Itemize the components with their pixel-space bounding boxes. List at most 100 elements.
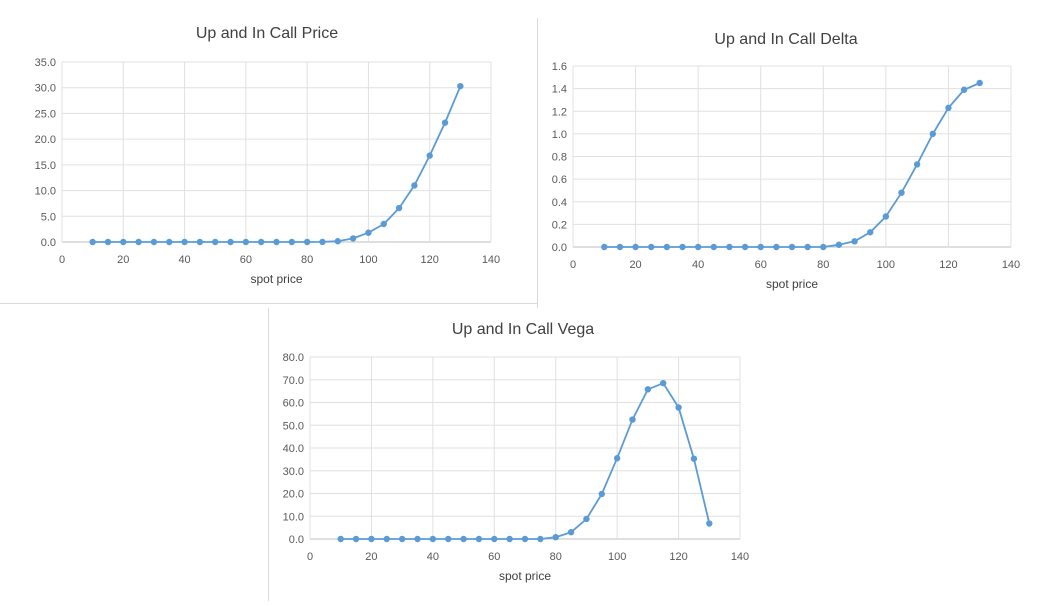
y-tick-label: 35.0 [35, 57, 56, 69]
y-tick-label: 70.0 [283, 375, 304, 387]
data-point [675, 404, 682, 411]
data-point [583, 515, 590, 523]
y-tick-label: 1.2 [552, 106, 567, 118]
data-point [601, 243, 608, 251]
data-point [648, 243, 655, 251]
vertical-divider-top [537, 18, 538, 308]
data-point [913, 161, 921, 168]
data-point [851, 238, 858, 245]
data-point [319, 238, 326, 246]
chart-title: Up and In Call Delta [714, 31, 857, 48]
data-point [679, 243, 686, 251]
x-axis-label: spot price [499, 569, 551, 583]
chart-title: Up and In Call Price [196, 25, 338, 42]
data-point [929, 130, 936, 138]
x-tick-label: 100 [359, 254, 377, 266]
data-point [945, 104, 952, 112]
x-tick-label: 20 [365, 551, 377, 563]
data-point [694, 243, 702, 251]
data-point [104, 238, 112, 246]
y-tick-label: 20.0 [35, 134, 56, 146]
data-point [552, 533, 559, 541]
data-point [757, 243, 764, 251]
data-point [804, 243, 811, 251]
grid [309, 356, 741, 540]
data-point [196, 238, 204, 246]
data-point [726, 243, 733, 251]
x-tick-label: 120 [669, 551, 687, 563]
data-point [445, 535, 452, 543]
y-tick-label: 10.0 [35, 186, 56, 198]
data-point [441, 119, 449, 126]
data-point [898, 189, 905, 196]
data-point [429, 535, 437, 543]
x-tick-label: 140 [1002, 259, 1020, 271]
data-point [398, 535, 406, 543]
y-tick-label: 0.8 [552, 152, 567, 164]
y-tick-label: 80.0 [283, 352, 304, 364]
data-point [506, 535, 513, 543]
data-point [457, 82, 464, 90]
y-tick-label: 1.4 [552, 84, 567, 96]
series-line [340, 382, 711, 540]
x-tick-label: 120 [939, 259, 957, 271]
y-tick-label: 60.0 [283, 398, 304, 410]
data-point [567, 528, 575, 536]
x-tick-label: 100 [608, 551, 626, 563]
grid [572, 65, 1012, 248]
chart-vega: Up and In Call Vega spot price 0.0 10.0 20… [283, 321, 750, 583]
data-point [663, 243, 671, 251]
x-tick-label: 80 [550, 551, 562, 563]
data-point [788, 243, 796, 251]
x-tick-label: 60 [488, 551, 500, 563]
data-point [660, 379, 667, 387]
data-point [632, 243, 639, 251]
data-point [352, 535, 360, 543]
data-point [521, 535, 529, 543]
data-point [706, 520, 713, 527]
chart-delta: Up and In Call Delta spot price 0.0 0.2 0.… [552, 31, 1020, 291]
y-tick-label: 0.0 [41, 237, 56, 249]
data-point [273, 238, 280, 246]
data-point [537, 535, 544, 543]
data-point [960, 86, 968, 93]
x-tick-label: 140 [731, 551, 749, 563]
data-point [383, 535, 390, 543]
data-point [166, 238, 173, 246]
data-point [257, 238, 265, 246]
chart-delta-panel: Up and In Call Delta spot price 0.0 0.2 0.… [552, 31, 1020, 291]
data-point [598, 490, 605, 498]
y-tick-label: 50.0 [283, 420, 304, 432]
data-point [349, 235, 357, 242]
y-tick-label: 30.0 [35, 83, 56, 95]
y-tick-label: 0.2 [552, 219, 567, 231]
data-point [690, 455, 698, 462]
chart-price-panel: Up and In Call Price spot price 0.0 5.0 10… [0, 0, 537, 303]
x-tick-label: 40 [427, 551, 439, 563]
data-point [616, 243, 624, 251]
x-axis-label: spot price [766, 277, 818, 291]
x-tick-label: 80 [817, 259, 829, 271]
data-point [414, 535, 421, 543]
data-point [411, 182, 418, 189]
x-tick-label: 80 [301, 254, 313, 266]
horizontal-divider-left [0, 303, 537, 304]
y-tick-label: 5.0 [41, 211, 56, 223]
data-point [181, 238, 188, 246]
y-tick-label: 0.0 [552, 242, 567, 254]
data-point [135, 238, 142, 246]
x-tick-label: 40 [178, 254, 190, 266]
data-point [150, 238, 158, 246]
data-point [368, 535, 375, 543]
data-point [491, 535, 498, 543]
y-tick-label: 1.0 [552, 129, 567, 141]
data-point [741, 243, 749, 251]
data-point [773, 243, 780, 251]
data-point [867, 229, 874, 236]
data-point [212, 238, 219, 246]
data-point [395, 204, 403, 212]
data-point [365, 229, 372, 236]
vertical-divider-bottom [268, 308, 269, 601]
x-tick-label: 60 [240, 254, 252, 266]
series-line [604, 82, 981, 248]
